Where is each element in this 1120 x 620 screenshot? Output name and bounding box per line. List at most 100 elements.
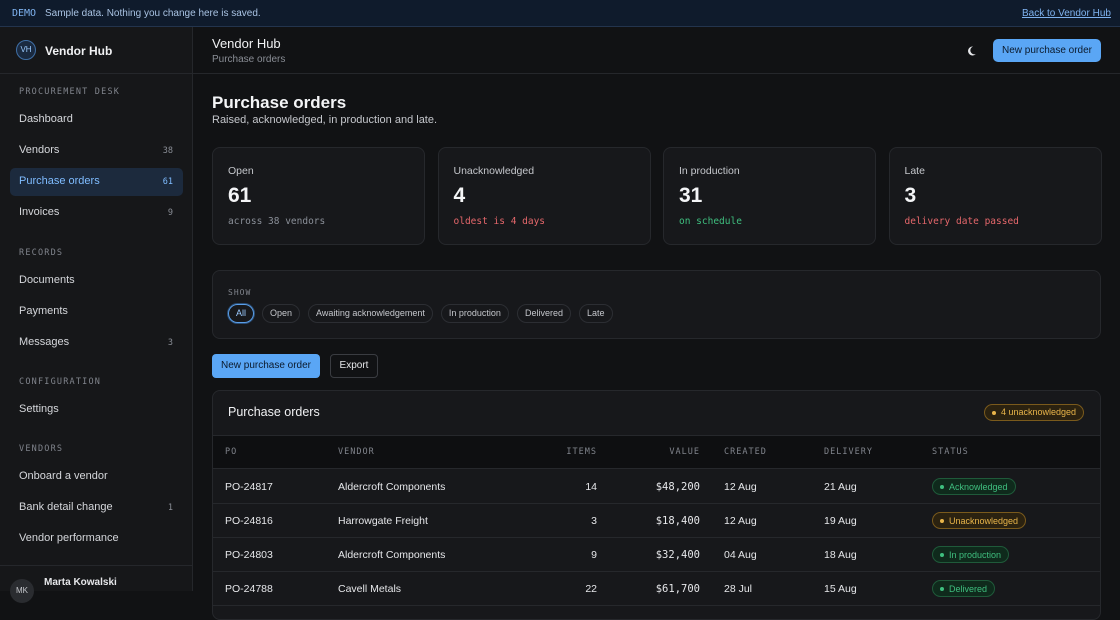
cell: 22 [585,583,597,595]
nav-count: 3 [167,338,173,348]
nav-count: 61 [162,177,173,187]
cell: 3 [591,515,597,527]
cell: $32,400 [655,549,700,561]
row-divider [213,571,1100,572]
stat-label: Open [228,165,254,177]
nav-active-bg [10,168,183,196]
cell: 04 Aug [724,549,757,561]
nav-item[interactable]: Documents [19,274,75,286]
nav-item[interactable]: Purchase orders [19,175,100,187]
cell: 28 Jul [724,583,753,595]
nav-item[interactable]: Dashboard [19,113,73,125]
page-title: Purchase orders [212,93,347,112]
column-header: PO [225,447,238,457]
stat-value: 31 [679,184,703,207]
nav-count: 38 [162,146,173,156]
cell: $48,200 [655,481,700,493]
filter-pill[interactable]: Late [578,304,613,323]
nav-count: 9 [167,208,173,218]
brand: Vendor Hub [45,44,113,58]
table-title: Purchase orders [228,405,320,419]
cell: 9 [591,549,597,561]
column-header: STATUS [932,447,969,457]
column-header: VENDOR [338,447,375,457]
stat-value: 4 [453,184,466,207]
nav-item[interactable]: Payments [19,305,68,317]
column-header: VALUE [669,447,700,457]
stat-card [212,147,425,245]
logo: VH [16,40,36,60]
row-divider [213,537,1100,538]
status-badge: Unacknowledged [932,512,1027,529]
theme-toggle[interactable] [965,44,977,56]
cell: 19 Aug [824,515,857,527]
cell: Aldercroft Components [338,549,446,561]
stat-card [437,147,651,245]
filter-pill[interactable]: All [228,304,255,323]
filter-pill[interactable]: Open [262,304,301,323]
back-link[interactable]: Back to Vendor Hub [1022,8,1111,19]
column-header: DELIVERY [824,447,873,457]
column-header: CREATED [724,447,767,457]
stat-card [663,147,876,245]
stat-note: oldest is 4 days [453,216,546,227]
nav-count: 1 [167,503,173,513]
stat-value: 61 [228,184,252,207]
status-badge: In production [932,546,1010,563]
row-divider [213,605,1100,606]
secondary-button[interactable]: Export [330,354,378,378]
filter-pill[interactable]: Awaiting acknowledgement [308,304,433,323]
nav-section-title: RECORDS [19,248,64,258]
nav-item[interactable]: Messages [19,336,70,348]
stat-value: 3 [904,184,917,207]
cell: 12 Aug [724,481,757,493]
column-header: ITEMS [566,447,597,457]
header-subtitle: Purchase orders [212,54,286,65]
nav-section-title: VENDORS [19,444,64,454]
demo-text: Sample data. Nothing you change here is … [45,8,261,19]
nav-item[interactable]: Bank detail change [19,501,113,513]
status-badge: Delivered [932,580,996,597]
demo-tag: DEMO [12,8,37,19]
status-badge: Acknowledged [932,478,1016,495]
filter-pill[interactable]: In production [440,304,509,323]
nav-item[interactable]: Onboard a vendor [19,470,108,482]
nav-item[interactable]: Vendor performance [19,532,119,544]
stat-label: Late [904,165,925,177]
sidebar-brand-divider [0,73,193,74]
nav-section-title: CONFIGURATION [19,377,102,387]
cell: 18 Aug [824,549,857,561]
user-name: Marta Kowalski [44,577,117,588]
nav-item[interactable]: Invoices [19,206,60,218]
page-subtitle: Raised, acknowledged, in production and … [212,114,438,126]
table-header-bg [213,435,1100,469]
filter-pill[interactable]: Delivered [516,304,571,323]
table-badge: 4 unacknowledged [984,404,1085,421]
header-divider [193,73,1120,74]
cell: Harrowgate Freight [338,515,428,527]
header-button[interactable]: New purchase order [993,39,1101,62]
row-divider [213,503,1100,504]
user-divider [0,565,193,566]
filter-label: SHOW [228,288,252,297]
demo-banner [0,0,1120,27]
nav-item[interactable]: Settings [19,403,59,415]
cell: 14 [585,481,597,493]
primary-button[interactable]: New purchase order [212,354,320,378]
cell: Cavell Metals [338,583,402,595]
stat-note: across 38 vendors [228,216,326,227]
cell: PO-24803 [225,549,273,561]
cell: PO-24788 [225,583,273,595]
sidebar [0,27,193,591]
nav-section-title: PROCUREMENT DESK [19,87,121,97]
cell: 12 Aug [724,515,757,527]
stat-note: delivery date passed [904,216,1019,227]
cell: PO-24817 [225,481,273,493]
cell: 15 Aug [824,583,857,595]
cell: 21 Aug [824,481,857,493]
header-title: Vendor Hub [212,36,281,51]
cell: $61,700 [655,583,700,595]
cell: $18,400 [655,515,700,527]
nav-item[interactable]: Vendors [19,144,60,156]
